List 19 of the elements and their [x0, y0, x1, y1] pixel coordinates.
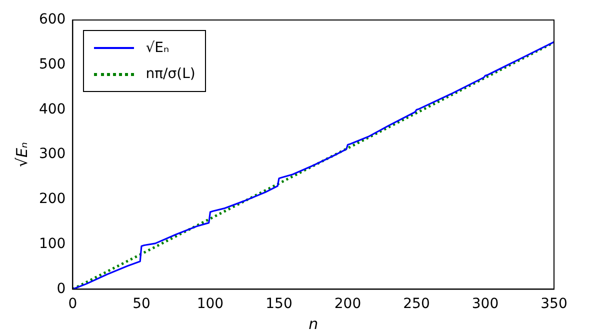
x-tick-label: 50 [132, 296, 150, 312]
y-tick-label: 0 [56, 280, 66, 297]
x-tick-label: 250 [403, 296, 430, 312]
y-tick-label: 500 [38, 56, 66, 73]
x-tick-label: 0 [68, 296, 78, 312]
y-tick-label: 600 [38, 12, 66, 28]
y-tick-label: 300 [38, 146, 66, 162]
legend-label: nπ/σ(L) [146, 66, 196, 82]
x-tick-label: 300 [472, 296, 499, 312]
y-tick-label: 100 [38, 236, 66, 252]
y-tick-label: 200 [38, 191, 66, 208]
x-tick-label: 150 [266, 296, 292, 312]
y-tick-label: 400 [38, 101, 66, 118]
x-tick-label: 350 [540, 296, 568, 312]
y-axis-title: √Eₙ [12, 142, 31, 168]
legend-label: √Eₙ [146, 40, 170, 56]
x-tick-label: 200 [334, 296, 362, 312]
x-tick-label: 100 [196, 296, 224, 312]
x-axis-title: n [308, 314, 318, 333]
